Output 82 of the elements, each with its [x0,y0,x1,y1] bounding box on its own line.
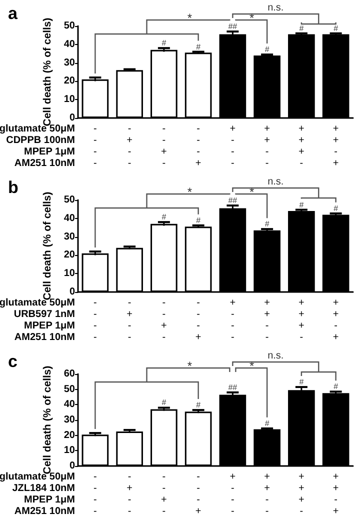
y-tick-label: 50 [64,194,76,206]
text: AM251 10nM [14,506,75,517]
chart-title: a [8,4,18,23]
text: AM251 10nM [14,332,75,343]
x-tick-label: - + - - [126,471,133,517]
data-label: # [299,378,304,387]
y-tick-label: 30 [64,57,76,68]
y-tick-label: 20 [64,430,76,441]
y-tick-label: 40 [64,212,76,224]
x-tick-label: + + + - [298,123,305,169]
text: n.s. [268,2,284,14]
x-tick-label: - - - - [94,123,97,169]
x-tick-label: + - - - [230,297,236,343]
x-tick-label: + + - + [332,471,339,517]
x-tick-label: + + - + [332,123,339,169]
y-tick-label: 20 [64,76,76,87]
y-tick-label: 20 [64,250,76,261]
y-tick-label: 0 [69,286,76,298]
data-label: # [196,42,202,52]
text: n.s. [268,176,284,188]
x-tick-label: - - + - [161,297,168,343]
data-label: # [264,45,270,54]
y-tick-label: 0 [69,112,76,124]
text: MPEP 1μM [24,320,75,332]
x-tick-label: - - + - [161,123,168,169]
data-label: # [162,38,167,48]
data-label: # [162,212,167,222]
y-tick-label: 50 [64,20,76,32]
y-tick-label: 60 [64,368,76,380]
x-tick-label: - - - + [195,297,202,343]
x-tick-label: + + - - [264,297,270,343]
text: AM251 10nM [14,158,75,169]
y-tick-label: 30 [64,414,76,426]
x-tick-label: + - - - [230,471,236,517]
y-tick-label: 40 [64,38,76,50]
chart-title: b [8,178,18,197]
data-label: # [162,398,167,408]
text: n.s. [268,350,284,362]
y-tick-label: 10 [64,94,76,106]
text: * [187,359,192,373]
data-label: ## [228,382,238,392]
x-tick-label: + - - - [230,123,236,169]
x-tick-label: - - + - [161,471,168,517]
text: * [187,185,192,199]
text: MPEP 1μM [24,494,75,506]
text: * [250,359,255,373]
text: * [250,11,255,25]
x-tick-label: - + - - [126,297,133,343]
x-tick-label: + + + - [298,471,305,517]
data-label: # [264,418,270,428]
data-label: # [334,204,339,213]
x-tick-label: - + - - [126,123,133,169]
data-label: # [264,220,270,229]
x-tick-label: + + + - [298,297,305,343]
data-label: ## [228,196,238,206]
data-label: # [299,24,304,33]
data-label: # [299,200,304,210]
y-tick-label: 50 [64,384,76,395]
data-label: # [196,400,202,410]
x-tick-label: - - - + [195,123,202,169]
x-tick-label: - - - + [195,471,202,517]
x-tick-label: - - - - [94,297,97,343]
data-label: ## [228,22,238,32]
chart-title: c [8,352,18,371]
x-tick-label: - - - - [94,471,97,517]
x-tick-label: + + - - [264,123,270,169]
text: * [187,11,192,25]
y-tick-label: 10 [64,268,76,280]
text: CDPPB 100nM [6,134,75,146]
text: URB597 1nM [14,308,75,320]
text: * [250,185,255,199]
data-label: # [196,216,202,225]
x-tick-label: + + - + [332,297,339,343]
text: MPEP 1μM [24,146,75,158]
data-label: # [334,24,339,33]
y-tick-label: 40 [64,399,76,410]
x-tick-label: + + - - [264,471,270,517]
y-tick-label: 10 [64,445,76,456]
y-tick-label: 0 [69,460,76,472]
text: JZL184 10nM [12,482,75,494]
data-label: # [334,382,339,392]
y-tick-label: 30 [64,231,76,242]
